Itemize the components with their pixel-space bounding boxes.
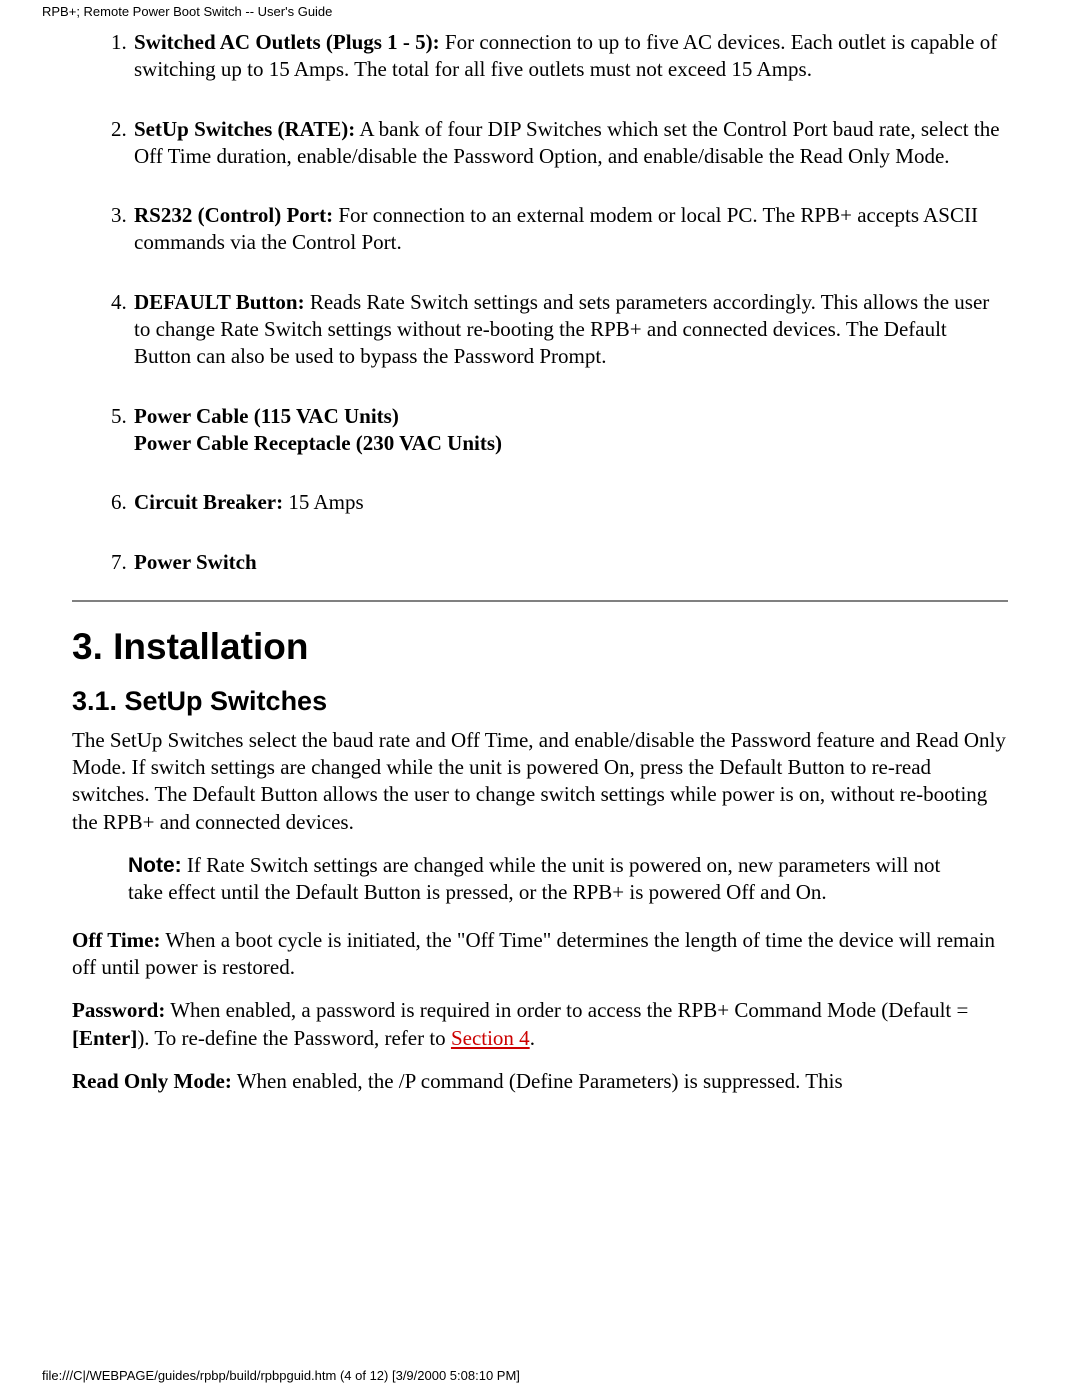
password-body-post: . <box>530 1026 535 1050</box>
list-item: Power Cable (115 VAC Units) Power Cable … <box>132 403 1008 458</box>
readonly-lead: Read Only Mode: <box>72 1069 232 1093</box>
offtime-body: When a boot cycle is initiated, the "Off… <box>72 928 995 979</box>
component-list: Switched AC Outlets (Plugs 1 - 5): For c… <box>72 29 1008 576</box>
document-page: RPB+; Remote Power Boot Switch -- User's… <box>0 0 1080 1397</box>
readonly-paragraph: Read Only Mode: When enabled, the /P com… <box>72 1068 1008 1095</box>
list-item: DEFAULT Button: Reads Rate Switch settin… <box>132 289 1008 371</box>
list-item-lead-2: Power Cable Receptacle (230 VAC Units) <box>134 431 502 455</box>
note-label: Note: <box>128 854 182 877</box>
password-body-mid: ). To re-define the Password, refer to <box>137 1026 451 1050</box>
list-item: SetUp Switches (RATE): A bank of four DI… <box>132 116 1008 171</box>
list-item: RS232 (Control) Port: For connection to … <box>132 202 1008 257</box>
password-default: [Enter] <box>72 1026 137 1050</box>
list-item-lead: SetUp Switches (RATE): <box>134 117 355 141</box>
password-lead: Password: <box>72 998 165 1022</box>
section-heading: 3. Installation <box>72 626 1008 668</box>
list-item-lead: RS232 (Control) Port: <box>134 203 333 227</box>
password-body-pre: When enabled, a password is required in … <box>165 998 968 1022</box>
section-4-link[interactable]: Section 4 <box>451 1026 530 1050</box>
note-body: If Rate Switch settings are changed whil… <box>128 853 940 904</box>
list-item-lead: Switched AC Outlets (Plugs 1 - 5): <box>134 30 440 54</box>
list-item-tail: 15 Amps <box>283 490 364 514</box>
list-item-lead: DEFAULT Button: <box>134 290 305 314</box>
list-item-lead: Power Switch <box>134 550 257 574</box>
section-divider <box>72 600 1008 602</box>
intro-paragraph: The SetUp Switches select the baud rate … <box>72 727 1008 836</box>
page-header-title: RPB+; Remote Power Boot Switch -- User's… <box>0 0 1080 21</box>
footer-file-info: file:///C|/WEBPAGE/guides/rpbp/build/rpb… <box>42 1368 520 1383</box>
list-item-lead: Circuit Breaker: <box>134 490 283 514</box>
subsection-heading: 3.1. SetUp Switches <box>72 686 1008 717</box>
note-block: Note: If Rate Switch settings are change… <box>128 852 1008 907</box>
offtime-paragraph: Off Time: When a boot cycle is initiated… <box>72 927 1008 982</box>
page-content: Switched AC Outlets (Plugs 1 - 5): For c… <box>0 29 1080 1095</box>
list-item: Switched AC Outlets (Plugs 1 - 5): For c… <box>132 29 1008 84</box>
offtime-lead: Off Time: <box>72 928 160 952</box>
list-item: Circuit Breaker: 15 Amps <box>132 489 1008 516</box>
list-item-lead: Power Cable (115 VAC Units) <box>134 404 399 428</box>
readonly-body: When enabled, the /P command (Define Par… <box>232 1069 843 1093</box>
list-item: Power Switch <box>132 549 1008 576</box>
password-paragraph: Password: When enabled, a password is re… <box>72 997 1008 1052</box>
